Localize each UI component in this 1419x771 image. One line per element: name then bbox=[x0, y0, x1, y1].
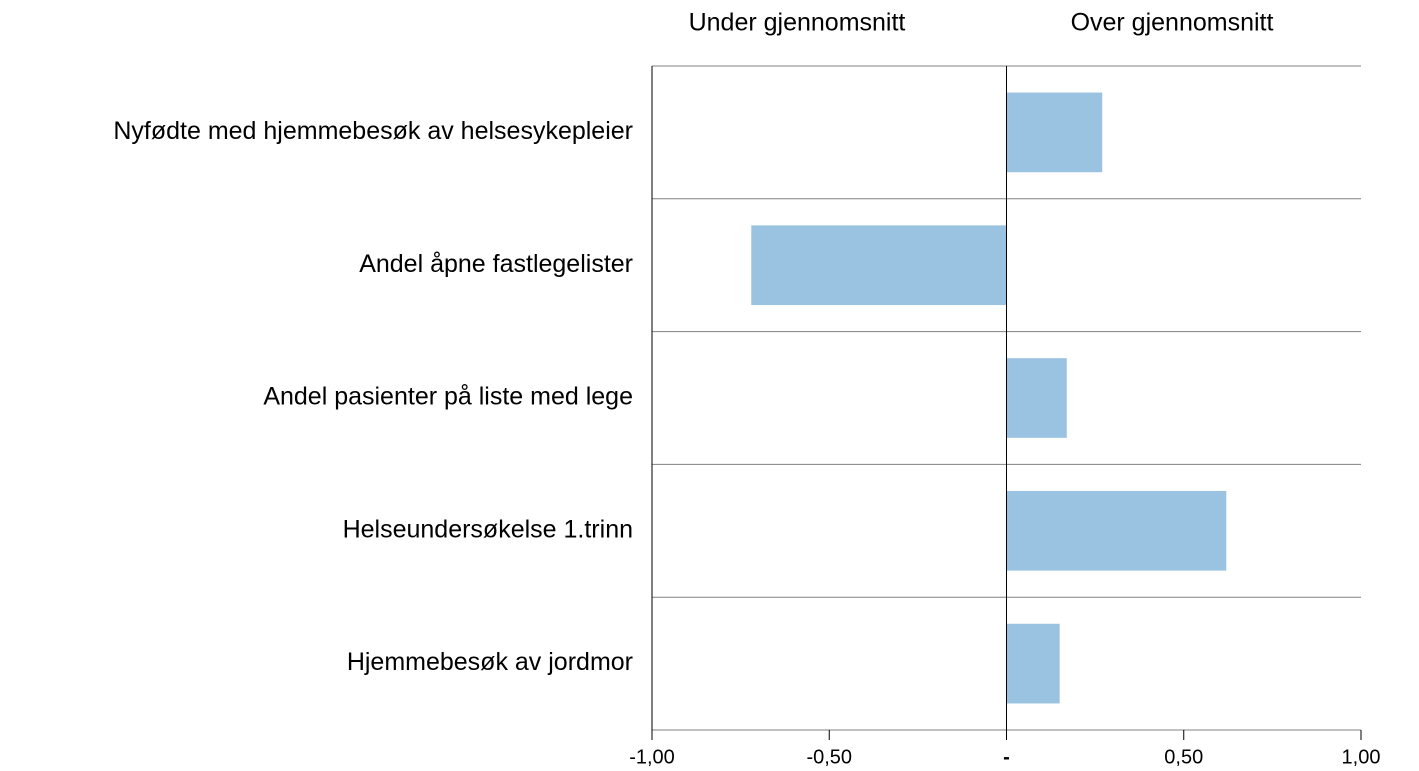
category-label: Hjemmebesøk av jordmor bbox=[347, 648, 633, 676]
x-tick-label: 0,50 bbox=[1164, 746, 1203, 768]
category-label: Helseundersøkelse 1.trinn bbox=[343, 515, 633, 543]
x-tick-label: 1,00 bbox=[1342, 746, 1381, 768]
x-tick-label: - bbox=[1003, 746, 1010, 768]
x-tick-label: -0,50 bbox=[806, 746, 852, 768]
bar bbox=[1006, 490, 1227, 571]
category-label: Nyfødte med hjemmebesøk av helsesykeplei… bbox=[113, 117, 633, 145]
x-tick-label: -1,00 bbox=[629, 746, 675, 768]
annotation-over: Over gjennomsnitt bbox=[1071, 9, 1274, 37]
category-label: Andel pasienter på liste med lege bbox=[263, 383, 633, 411]
category-label: Andel åpne fastlegelister bbox=[359, 250, 633, 278]
bar bbox=[1006, 92, 1103, 173]
annotation-under: Under gjennomsnitt bbox=[689, 9, 906, 37]
bar bbox=[751, 225, 1007, 306]
bar bbox=[1006, 358, 1067, 438]
bar bbox=[1006, 623, 1060, 704]
